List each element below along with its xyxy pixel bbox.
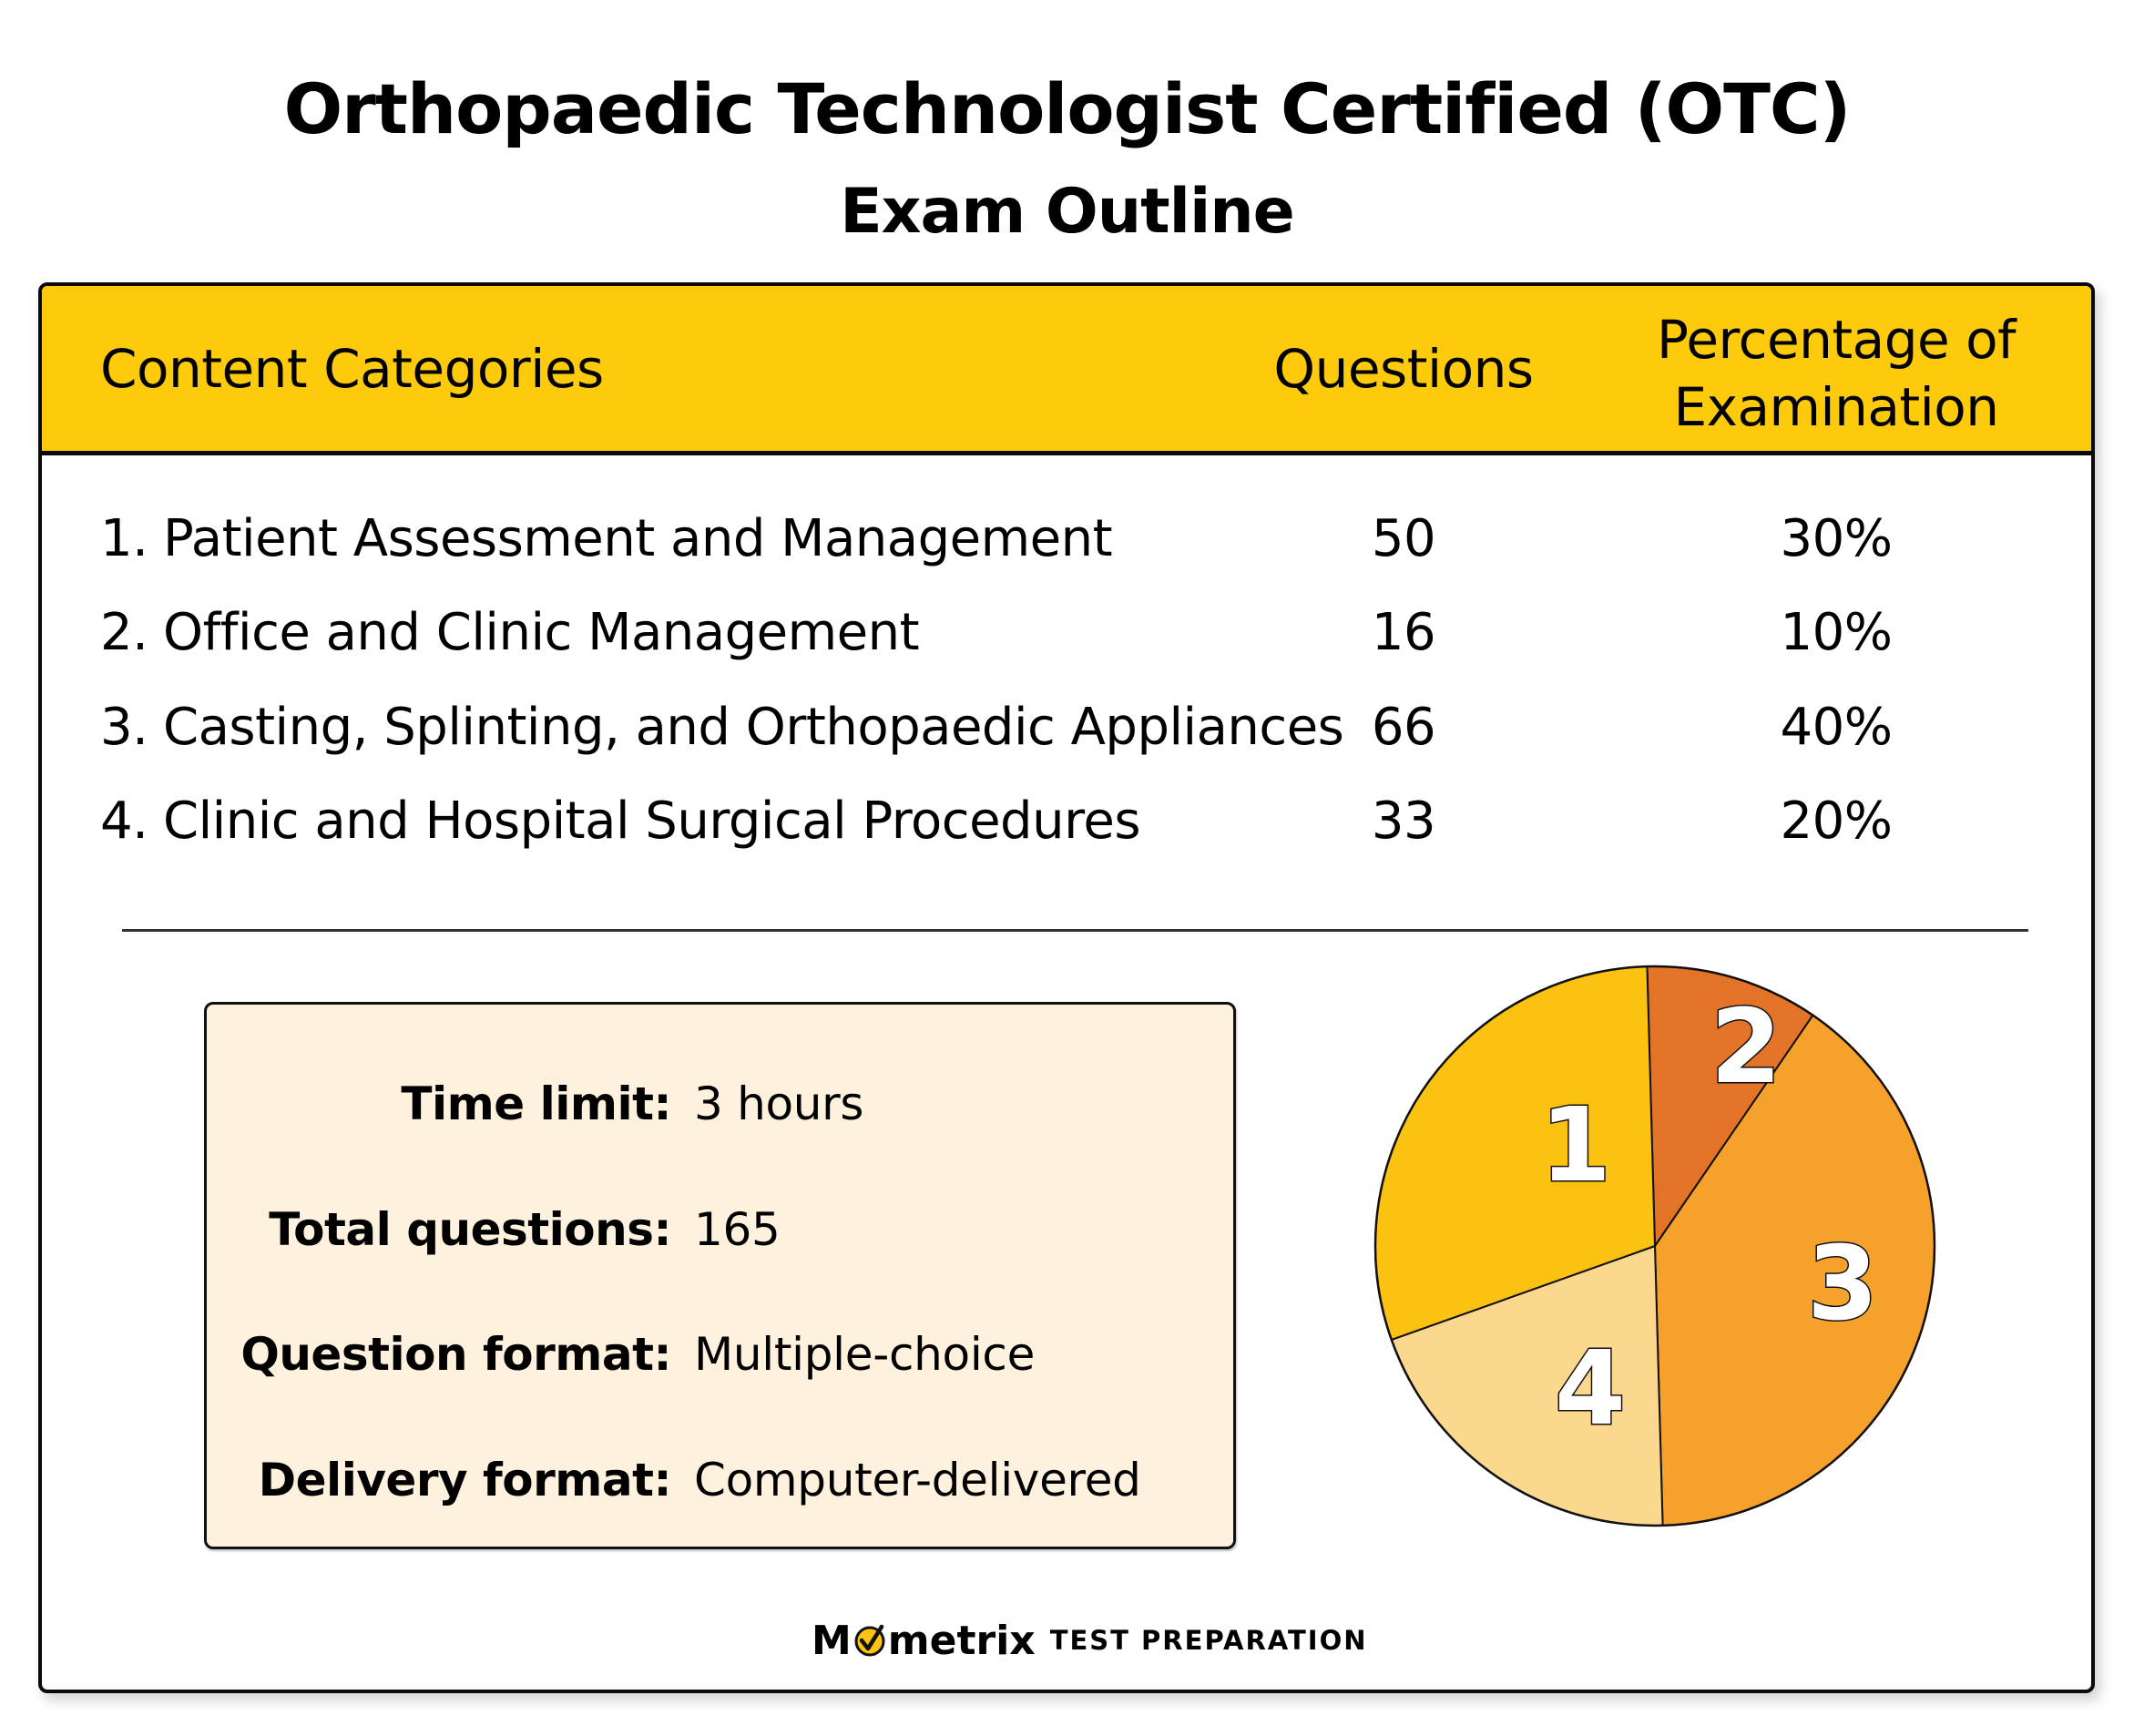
row-percentage: 20% <box>1780 791 1893 851</box>
table-header: Content Categories Questions Percentage … <box>42 286 2091 455</box>
row-percentage: 40% <box>1780 698 1893 757</box>
logo-brand-prefix: M <box>812 1617 852 1664</box>
logo-brand: M metrix <box>812 1618 1036 1664</box>
pie-label-1: 1 <box>1540 1087 1611 1205</box>
row-number: 3. <box>100 698 148 757</box>
row-percentage: 30% <box>1780 509 1893 568</box>
row-category: Clinic and Hospital Surgical Procedures <box>163 791 1141 851</box>
logo-brand-suffix: metrix <box>887 1617 1036 1664</box>
info-key: Delivery format: <box>258 1454 672 1506</box>
row-questions: 33 <box>1371 791 1436 851</box>
pie-outline <box>1373 965 1936 1527</box>
info-value: Computer-delivered <box>694 1454 1141 1506</box>
header-percentage-line1: Percentage of <box>1656 309 2017 371</box>
exam-info-box: Time limit: 3 hours Total questions: 165… <box>204 1002 1236 1549</box>
checkmark-circle-icon <box>854 1624 885 1657</box>
page-title: Orthopaedic Technologist Certified (OTC) <box>283 68 1852 149</box>
table-row: 1. Patient Assessment and Management 50 … <box>42 503 2091 576</box>
header-percentage-line2: Examination <box>1673 376 1999 438</box>
logo-tagline: TEST PREPARATION <box>1049 1625 1368 1656</box>
page-subtitle: Exam Outline <box>840 176 1295 248</box>
info-key: Total questions: <box>269 1203 671 1256</box>
pie-slices <box>1374 965 1935 1527</box>
table-row: 4. Clinic and Hospital Surgical Procedur… <box>42 785 2091 858</box>
info-value: Multiple-choice <box>694 1328 1036 1381</box>
header-content-categories: Content Categories <box>100 338 604 400</box>
row-number: 1. <box>100 509 148 568</box>
info-key: Question format: <box>240 1328 671 1381</box>
info-row-total-questions: Total questions: 165 <box>207 1193 1233 1266</box>
info-value: 165 <box>694 1203 781 1256</box>
section-divider <box>122 929 2028 932</box>
row-questions: 50 <box>1371 509 1436 568</box>
header-percentage: Percentage of Examination <box>1627 306 2046 441</box>
table-row: 3. Casting, Splinting, and Orthopaedic A… <box>42 691 2091 764</box>
row-questions: 16 <box>1371 603 1436 662</box>
info-key: Time limit: <box>401 1077 671 1130</box>
info-row-question-format: Question format: Multiple-choice <box>207 1318 1233 1391</box>
info-row-time-limit: Time limit: 3 hours <box>207 1067 1233 1140</box>
pie-chart: 1 2 3 4 <box>1373 965 1936 1527</box>
row-questions: 66 <box>1371 698 1436 757</box>
info-row-delivery-format: Delivery format: Computer-delivered <box>207 1444 1233 1516</box>
row-number: 4. <box>100 791 148 851</box>
row-percentage: 10% <box>1780 603 1893 662</box>
info-value: 3 hours <box>694 1077 864 1130</box>
row-category: Office and Clinic Management <box>163 603 920 662</box>
mometrix-logo: M metrix TEST PREPARATION <box>812 1618 1368 1664</box>
table-row: 2. Office and Clinic Management 16 10% <box>42 597 2091 669</box>
row-category: Casting, Splinting, and Orthopaedic Appl… <box>163 698 1344 757</box>
pie-label-4: 4 <box>1555 1330 1626 1448</box>
header-questions: Questions <box>1273 338 1534 400</box>
exam-outline-card: Content Categories Questions Percentage … <box>38 282 2095 1693</box>
pie-label-3: 3 <box>1807 1225 1878 1343</box>
row-number: 2. <box>100 603 148 662</box>
row-category: Patient Assessment and Management <box>163 509 1113 568</box>
pie-label-2: 2 <box>1710 988 1782 1107</box>
